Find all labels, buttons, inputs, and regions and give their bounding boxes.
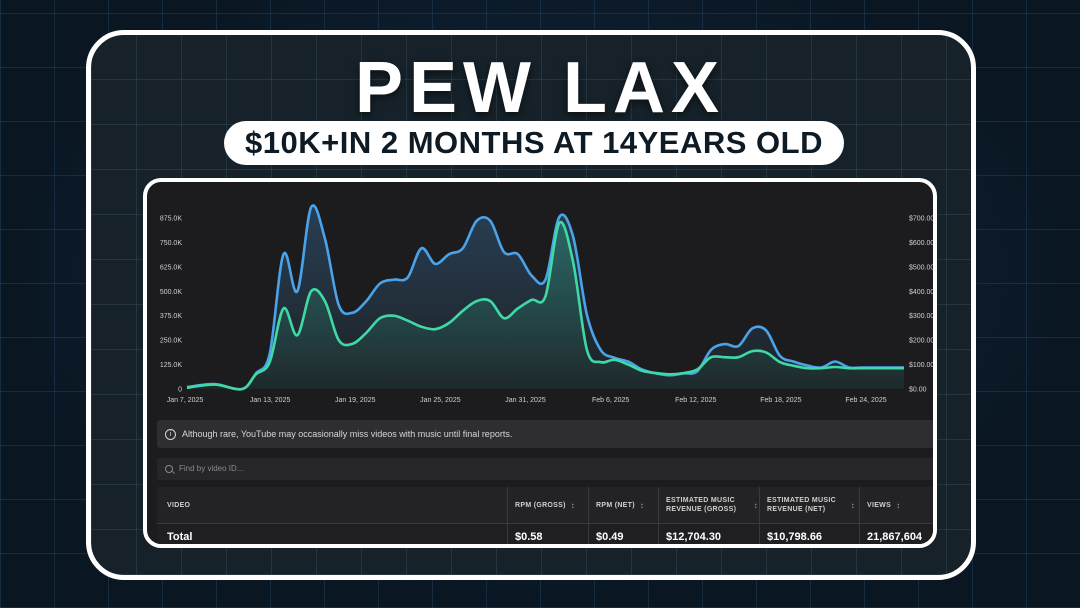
subtitle-pill: $10K+IN 2 MONTHS AT 14YEARS OLD [224, 121, 844, 165]
search-input[interactable]: Find by video ID... [157, 458, 933, 480]
notice-text: Although rare, YouTube may occasionally … [182, 429, 513, 439]
sort-icon[interactable]: ↕ [753, 500, 758, 510]
y-right-tick-label: $0.00 [909, 387, 927, 394]
column-header-views[interactable]: VIEWS ↕ [867, 500, 901, 510]
sort-icon[interactable]: ↕ [850, 500, 855, 510]
cell-revenue-gross: $12,704.30 [666, 531, 722, 543]
y-right-tick-label: $700.00 [909, 216, 933, 223]
y-left-tick-label: 375.0K [160, 313, 183, 320]
y-right-tick-label: $100.00 [909, 362, 933, 369]
y-left-tick-label: 250.0K [160, 338, 183, 345]
y-right-tick-label: $300.00 [909, 313, 933, 320]
y-left-tick-label: 0 [178, 387, 182, 394]
x-tick-label: Jan 19, 2025 [335, 397, 376, 404]
series-area-1 [187, 222, 904, 390]
cell-revenue-net: $10,798.66 [767, 531, 823, 543]
column-header-rpm-net[interactable]: RPM (NET) ↕ [596, 500, 645, 510]
notice-banner: i Although rare, YouTube may occasionally… [157, 420, 933, 448]
series-line-0 [186, 204, 904, 391]
revenue-table: VIDEO RPM (GROSS) ↕ RPM (NET) ↕ ESTIMATED … [157, 487, 933, 544]
y-right-tick-label: $400.00 [909, 289, 933, 296]
x-tick-label: Feb 24, 2025 [845, 397, 886, 404]
y-left-tick-label: 125.0K [160, 362, 183, 369]
x-tick-label: Jan 7, 2025 [167, 397, 204, 404]
search-icon [165, 464, 173, 473]
y-left-tick-label: 750.0K [160, 240, 183, 247]
x-tick-label: Jan 31, 2025 [505, 397, 546, 404]
sort-icon[interactable]: ↕ [639, 500, 645, 510]
page-title: PEW LAX [354, 48, 725, 128]
column-divider [759, 487, 760, 544]
column-divider [588, 487, 589, 544]
cell-rpm-gross: $0.58 [515, 531, 543, 543]
sort-icon[interactable]: ↕ [570, 500, 576, 510]
x-tick-label: Feb 18, 2025 [760, 397, 801, 404]
table-header: VIDEO RPM (GROSS) ↕ RPM (NET) ↕ ESTIMATED … [157, 487, 933, 523]
search-placeholder: Find by video ID... [179, 464, 244, 473]
y-left-tick-label: 625.0K [160, 264, 183, 271]
column-header-rpm-gross[interactable]: RPM (GROSS) ↕ [515, 500, 576, 510]
series-line-1 [186, 220, 904, 391]
column-header-video[interactable]: VIDEO [167, 501, 191, 509]
cell-rpm-net: $0.49 [596, 531, 624, 543]
x-tick-label: Jan 25, 2025 [420, 397, 461, 404]
y-left-tick-label: 875.0K [160, 216, 183, 223]
cell-views: 21,867,604 [867, 531, 923, 543]
info-icon: i [165, 429, 176, 441]
column-divider [658, 487, 659, 544]
sort-icon[interactable]: ↕ [896, 500, 901, 510]
column-header-revenue-gross[interactable]: ESTIMATED MUSIC REVENUE (GROSS) ↕ [666, 497, 758, 513]
column-divider [507, 487, 508, 544]
analytics-panel: 0 125.0K 250.0K 375.0K 500.0K 625.0K 750.0K 875… [143, 178, 937, 548]
x-tick-label: Jan 13, 2025 [250, 397, 291, 404]
y-left-tick-label: 500.0K [160, 289, 183, 296]
x-tick-label: Feb 12, 2025 [675, 397, 716, 404]
cell-video: Total [167, 531, 193, 543]
y-right-tick-label: $500.00 [909, 264, 933, 271]
y-right-tick-label: $600.00 [909, 240, 933, 247]
revenue-chart: 0 125.0K 250.0K 375.0K 500.0K 625.0K 750.0K 875… [160, 204, 933, 404]
y-right-tick-label: $200.00 [909, 338, 933, 345]
table-row-total: Total $0.58 $0.49 $12,704.30 $10,798.66 … [157, 523, 933, 544]
column-header-revenue-net[interactable]: ESTIMATED MUSIC REVENUE (NET) ↕ [767, 497, 855, 513]
x-tick-label: Feb 6, 2025 [592, 397, 629, 404]
column-divider [859, 487, 860, 544]
